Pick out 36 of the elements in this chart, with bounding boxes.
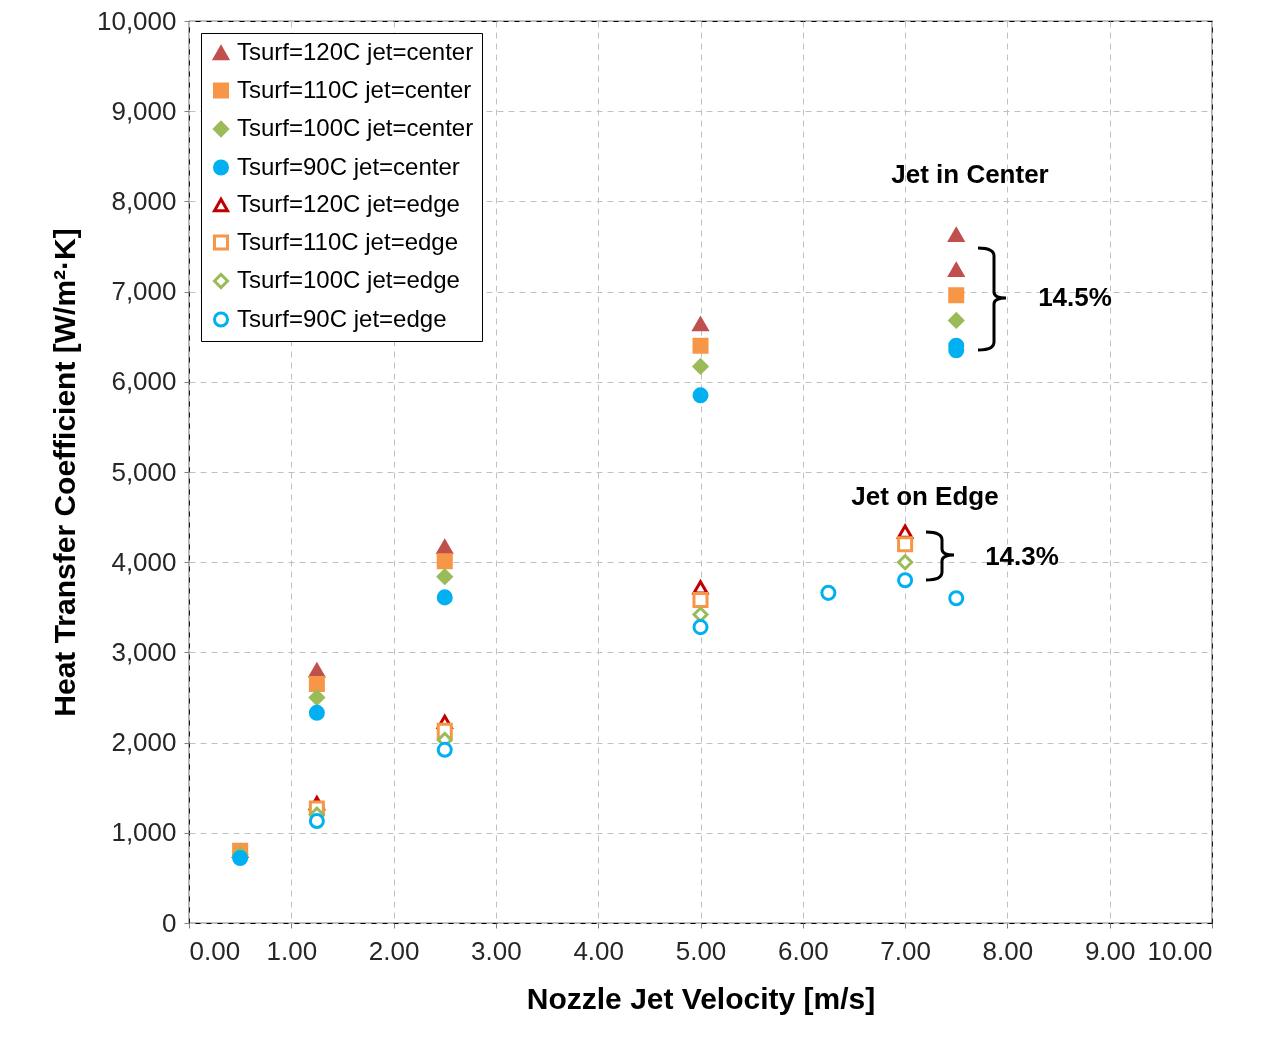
x-tick-label: 0.00 — [189, 935, 241, 966]
annotation: 14.5% — [1038, 282, 1112, 312]
y-tick-label: 7,000 — [111, 276, 177, 307]
x-tick-label: 9.00 — [1084, 935, 1136, 966]
y-tick-label: 6,000 — [111, 366, 177, 397]
legend-label: Tsurf=100C jet=center — [237, 114, 474, 141]
x-tick-label: 2.00 — [368, 935, 420, 966]
x-tick-label: 10.00 — [1147, 935, 1213, 966]
y-tick-label: 1,000 — [111, 817, 177, 848]
legend-label: Tsurf=120C jet=center — [237, 38, 474, 65]
x-tick-label: 3.00 — [471, 935, 522, 966]
legend-label: Tsurf=100C jet=edge — [237, 266, 460, 293]
legend-label: Tsurf=110C jet=edge — [237, 227, 459, 255]
y-tick-label: 5,000 — [111, 456, 177, 487]
x-tick-label: 4.00 — [573, 935, 624, 966]
annotation: 14.3% — [985, 541, 1059, 571]
y-tick-label: 9,000 — [111, 95, 177, 126]
x-tick-label: 5.00 — [675, 935, 727, 966]
x-axis-title: Nozzle Jet Velocity [m/s] — [526, 981, 876, 1015]
y-axis-title: Heat Transfer Coefficient [W/m²·K] — [47, 228, 81, 717]
x-tick-label: 1.00 — [266, 935, 318, 966]
annotation: Jet on Edge — [851, 481, 999, 511]
x-tick-label: 8.00 — [982, 935, 1034, 966]
y-tick-label: 10,000 — [96, 5, 177, 36]
y-tick-label: 4,000 — [111, 546, 177, 577]
x-tick-label: 7.00 — [880, 935, 931, 966]
annotation: Jet in Center — [891, 159, 1049, 189]
y-tick-label: 8,000 — [111, 185, 177, 216]
y-tick-label: 2,000 — [111, 727, 177, 758]
legend-label: Tsurf=90C jet=center — [237, 152, 460, 180]
y-tick-label: 3,000 — [111, 636, 177, 667]
y-tick-label: 0 — [162, 907, 177, 938]
legend-label: Tsurf=90C jet=edge — [237, 304, 447, 332]
x-tick-label: 6.00 — [778, 935, 829, 966]
legend-label: Tsurf=110C jet=center — [237, 75, 472, 103]
legend-label: Tsurf=120C jet=edge — [237, 190, 460, 217]
